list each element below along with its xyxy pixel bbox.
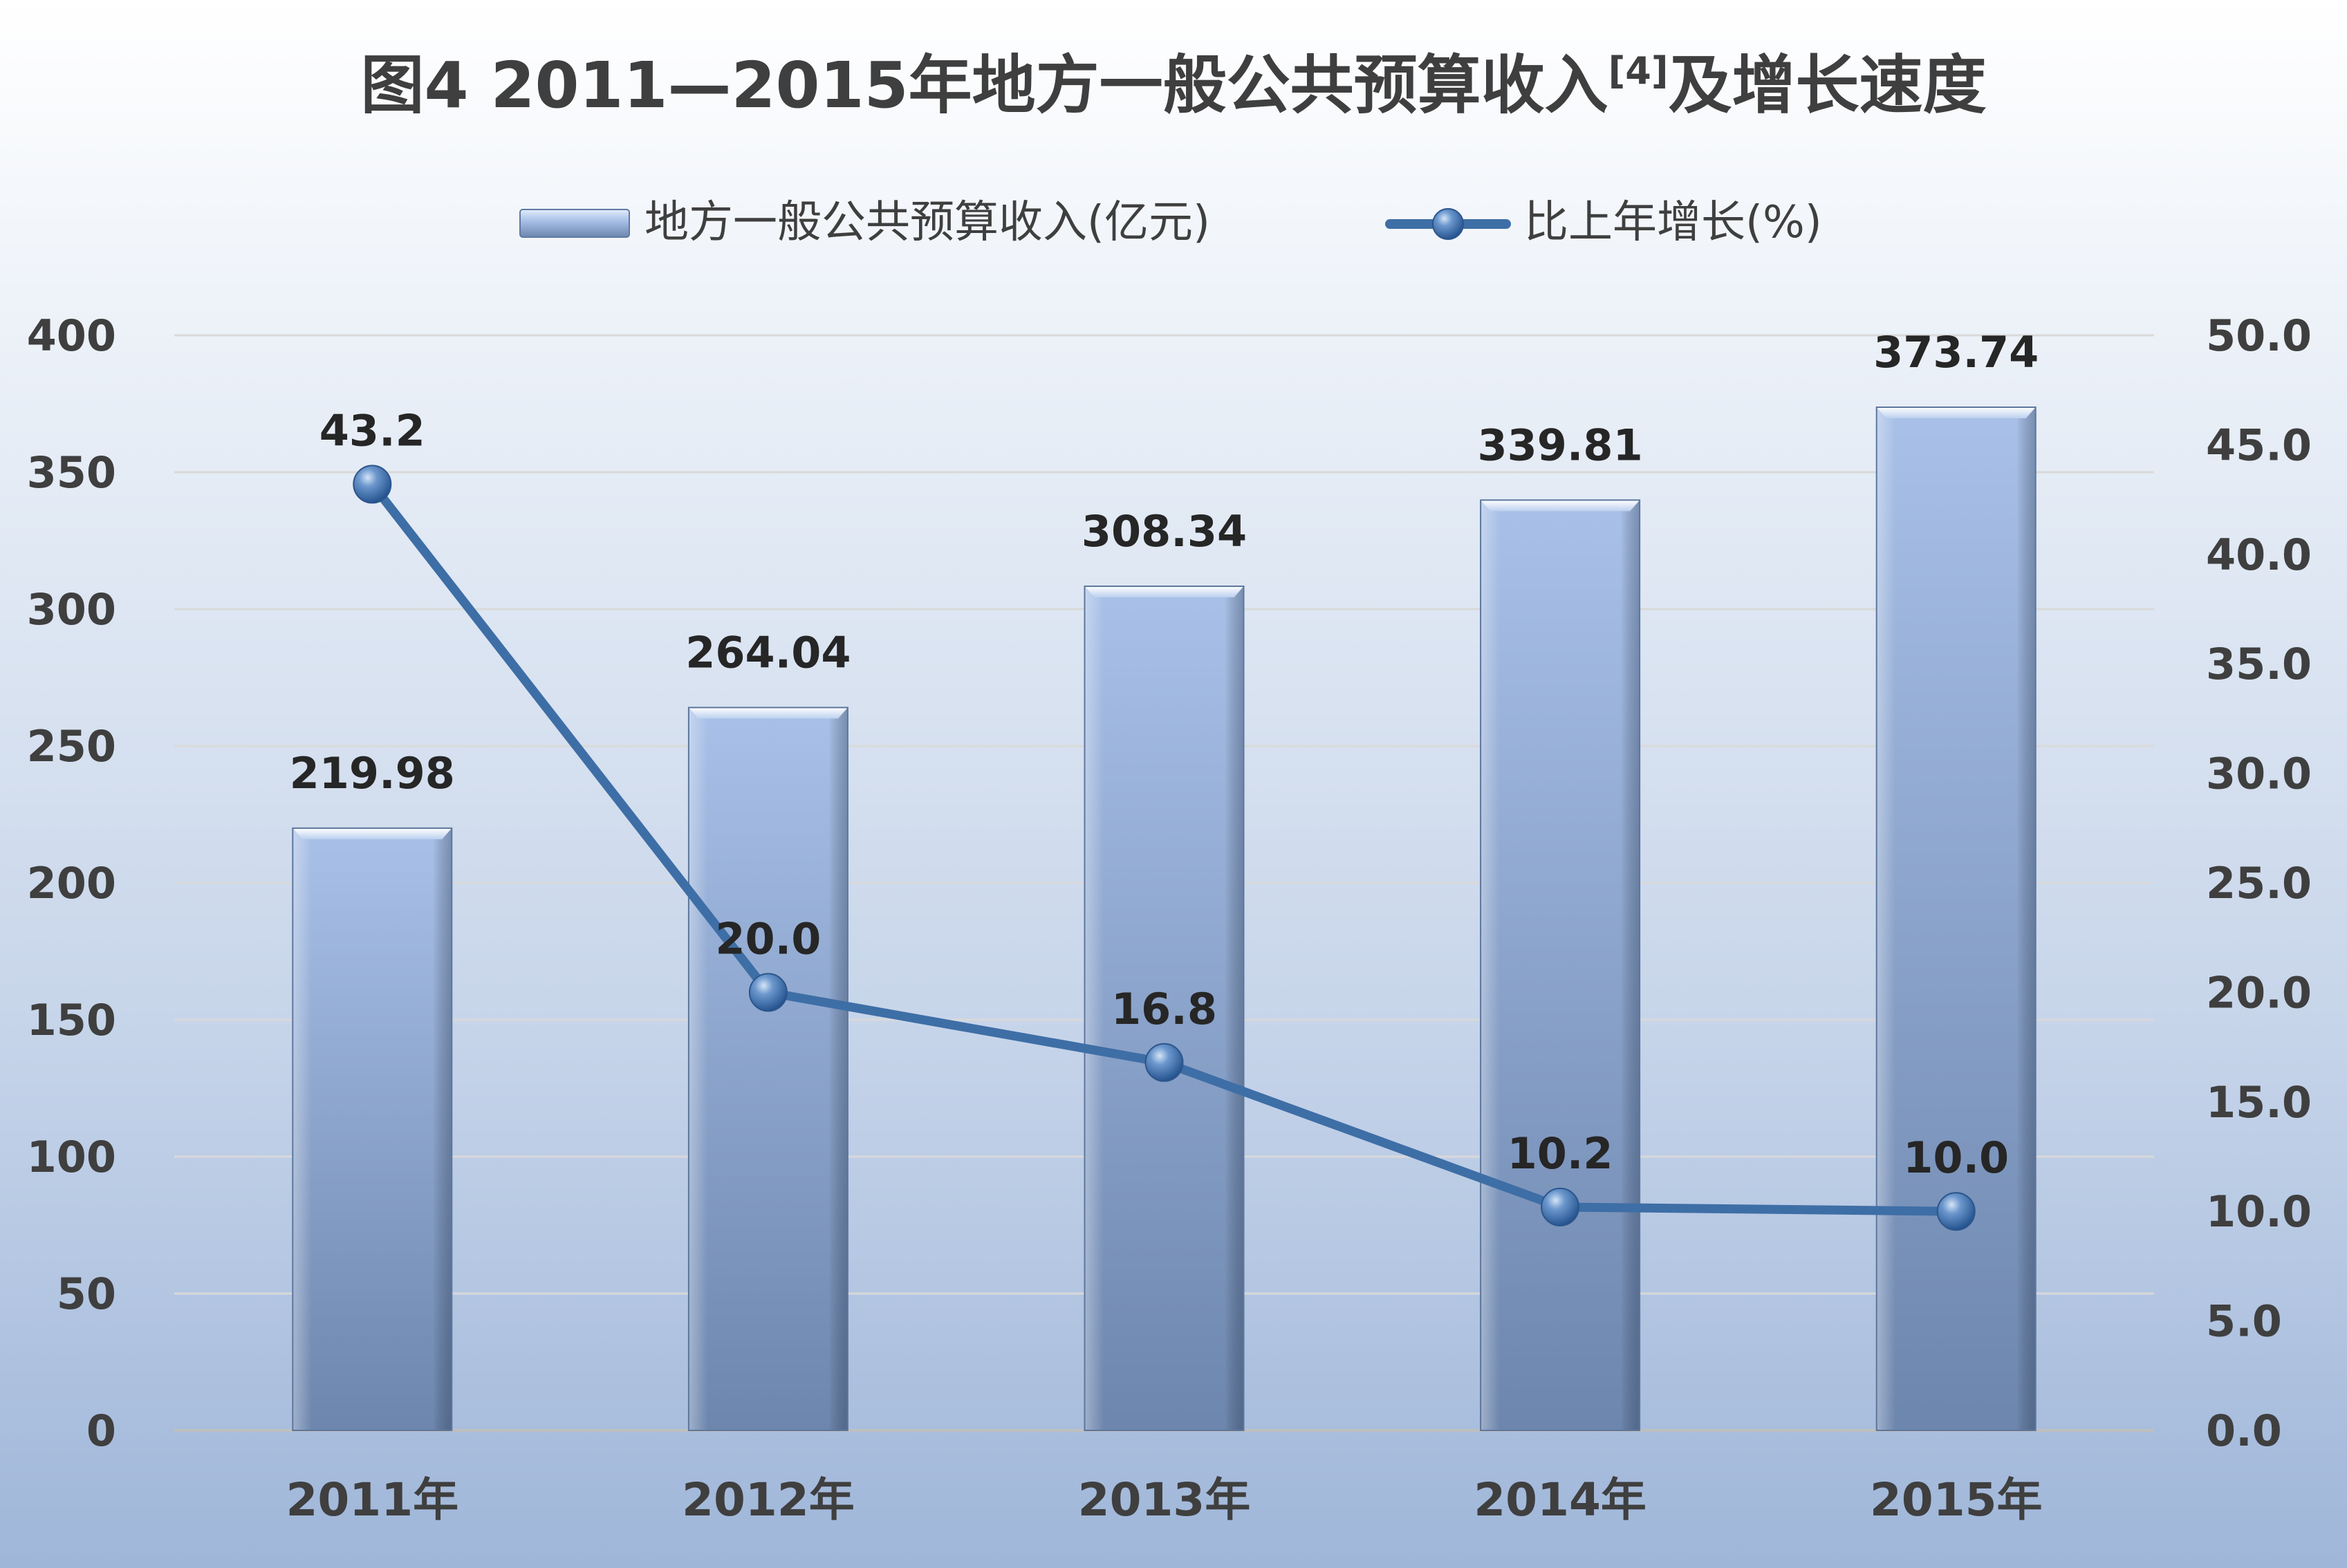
chart-title-suffix: 及增长速度 bbox=[1669, 48, 1987, 122]
y-right-tick-label: 25.0 bbox=[2206, 858, 2312, 908]
bar-top-bevel bbox=[1876, 407, 2036, 418]
bar-shading bbox=[1876, 407, 2036, 1430]
bar bbox=[292, 827, 453, 1431]
line-data-label: 16.8 bbox=[1111, 984, 1217, 1034]
bar bbox=[1084, 585, 1245, 1431]
bar-outline bbox=[1084, 585, 1245, 1431]
line-series bbox=[353, 465, 1976, 1231]
y-left-tick-label: 400 bbox=[27, 310, 116, 361]
y-right-tick-label: 45.0 bbox=[2206, 420, 2312, 470]
legend-label-line: 比上年增长(%) bbox=[1524, 197, 1822, 248]
y-left-tick-label: 0 bbox=[86, 1406, 116, 1456]
legend-label-bar: 地方一般公共预算收入(亿元) bbox=[644, 197, 1210, 248]
x-axis: 2011年 2012年 2013年 2014年 2015年 bbox=[286, 1473, 2042, 1527]
legend-item-bar: 地方一般公共预算收入(亿元) bbox=[519, 197, 1210, 248]
bar-shading bbox=[688, 707, 848, 1430]
line-marker bbox=[1541, 1187, 1580, 1226]
legend-swatch-bar bbox=[519, 209, 630, 238]
bar-top-bevel bbox=[1084, 586, 1244, 597]
chart-title-superscript: [4] bbox=[1608, 49, 1669, 93]
x-tick-label: 2012年 bbox=[682, 1473, 855, 1527]
legend-swatch-marker bbox=[1432, 208, 1464, 240]
y-right-tick-label: 10.0 bbox=[2206, 1186, 2312, 1237]
y-right-tick-label: 30.0 bbox=[2206, 749, 2312, 799]
bar bbox=[1875, 406, 2037, 1431]
bar-outline bbox=[687, 707, 848, 1431]
bar-outline bbox=[1480, 499, 1641, 1431]
chart-title-main: 图4 2011—2015年地方一般公共预算收入 bbox=[360, 48, 1608, 122]
bar bbox=[1480, 499, 1641, 1431]
x-tick-label: 2011年 bbox=[286, 1473, 458, 1527]
chart-title: 图4 2011—2015年地方一般公共预算收入[4]及增长速度 bbox=[360, 48, 1986, 122]
bar-outline bbox=[292, 827, 453, 1431]
y-left-tick-label: 300 bbox=[27, 584, 116, 635]
y-left-tick-label: 100 bbox=[27, 1132, 116, 1182]
y-left-tick-label: 150 bbox=[27, 995, 116, 1045]
y-left-tick-label: 50 bbox=[57, 1269, 116, 1319]
legend-item-line: 比上年增长(%) bbox=[1385, 197, 1822, 248]
y-left-tick-label: 250 bbox=[27, 721, 116, 772]
bar-shading bbox=[1084, 586, 1244, 1430]
legend: 地方一般公共预算收入(亿元) 比上年增长(%) bbox=[519, 197, 1822, 248]
line-data-label: 10.0 bbox=[1903, 1132, 2009, 1183]
line-data-label: 43.2 bbox=[319, 405, 425, 456]
line-data-label: 10.2 bbox=[1508, 1128, 1613, 1179]
bar-data-labels: 219.98 264.04 308.34 339.81 373.74 bbox=[290, 327, 2039, 799]
y-right-tick-label: 35.0 bbox=[2206, 639, 2312, 689]
x-tick-label: 2013年 bbox=[1078, 1473, 1251, 1527]
y-axis-left: 0 50 100 150 200 250 300 350 400 bbox=[27, 310, 116, 1456]
y-right-tick-label: 40.0 bbox=[2206, 530, 2312, 580]
line-data-label: 20.0 bbox=[715, 913, 821, 964]
y-right-tick-label: 0.0 bbox=[2206, 1406, 2282, 1456]
bar-shading bbox=[293, 828, 452, 1430]
bar-outline bbox=[1875, 406, 2037, 1431]
y-right-tick-label: 15.0 bbox=[2206, 1077, 2312, 1128]
bar-top-bevel bbox=[293, 828, 452, 839]
bar-data-label: 373.74 bbox=[1873, 327, 2039, 377]
bar-data-label: 219.98 bbox=[290, 748, 455, 799]
bar-data-label: 264.04 bbox=[685, 627, 851, 678]
x-tick-label: 2014年 bbox=[1474, 1473, 1646, 1527]
bar bbox=[687, 707, 848, 1431]
line-data-labels: 43.2 20.0 16.8 10.2 10.0 bbox=[319, 405, 2009, 1183]
line-marker bbox=[748, 973, 788, 1012]
y-right-tick-label: 50.0 bbox=[2206, 310, 2312, 361]
bar-top-bevel bbox=[688, 707, 848, 719]
bar-top-bevel bbox=[1481, 500, 1640, 512]
line-marker bbox=[353, 465, 392, 504]
bar-data-label: 308.34 bbox=[1082, 506, 1247, 557]
bar-data-label: 339.81 bbox=[1477, 420, 1642, 470]
line-marker bbox=[1144, 1043, 1184, 1082]
y-right-tick-label: 20.0 bbox=[2206, 967, 2312, 1018]
bar-series bbox=[292, 406, 2037, 1431]
line-marker bbox=[1936, 1192, 1976, 1231]
bar-shading bbox=[1481, 500, 1640, 1430]
y-left-tick-label: 350 bbox=[27, 447, 116, 498]
y-right-tick-label: 5.0 bbox=[2206, 1296, 2282, 1347]
x-tick-label: 2015年 bbox=[1870, 1473, 2043, 1527]
y-left-tick-label: 200 bbox=[27, 858, 116, 908]
y-axis-right: 0.0 5.0 10.0 15.0 20.0 25.0 30.0 35.0 40.0 45.0 50… bbox=[2206, 310, 2312, 1456]
